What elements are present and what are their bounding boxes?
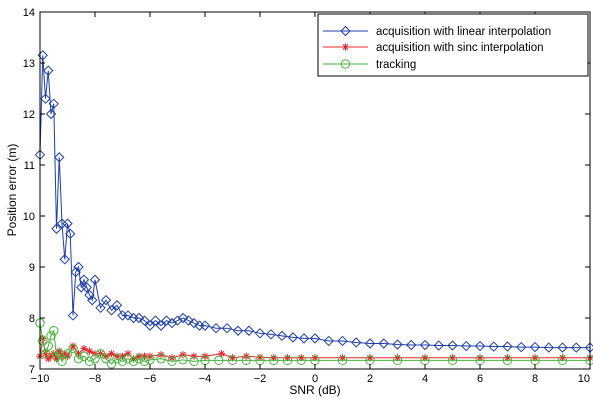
x-tick-label: 8 [532, 373, 538, 385]
y-tick-label: 11 [24, 160, 35, 172]
data-point-sinc [179, 351, 186, 358]
y-tick-label: 9 [29, 262, 35, 274]
x-tick-label: 6 [477, 373, 483, 385]
legend-marker-star [342, 43, 349, 50]
y-axis-label: Position error (m) [5, 144, 19, 237]
legend-label-tracking: tracking [376, 59, 416, 71]
y-tick-label: 14 [23, 7, 35, 19]
y-tick-label: 13 [23, 58, 35, 70]
y-tick-label: 8 [29, 313, 35, 325]
y-tick-label: 10 [23, 211, 35, 223]
x-tick-label: −6 [144, 373, 157, 385]
legend-label-linear: acquisition with linear interpolation [376, 26, 551, 38]
x-tick-label: −8 [89, 373, 102, 385]
y-tick-label: 7 [29, 364, 35, 376]
x-axis-label: SNR (dB) [289, 383, 340, 397]
legend-label-sinc: acquisition with sinc interpolation [376, 42, 543, 54]
x-tick-label: 2 [367, 373, 373, 385]
legend: acquisition with linear interpolation ac… [318, 14, 588, 76]
data-point-sinc [124, 350, 131, 357]
x-tick-label: −2 [254, 373, 267, 385]
x-tick-label: −4 [199, 373, 212, 385]
x-tick-label: 4 [422, 373, 428, 385]
data-point-sinc [190, 353, 197, 360]
y-tick-label: 12 [23, 109, 35, 121]
x-tick-label: 10 [578, 373, 590, 385]
legend-marker-star [342, 43, 349, 50]
